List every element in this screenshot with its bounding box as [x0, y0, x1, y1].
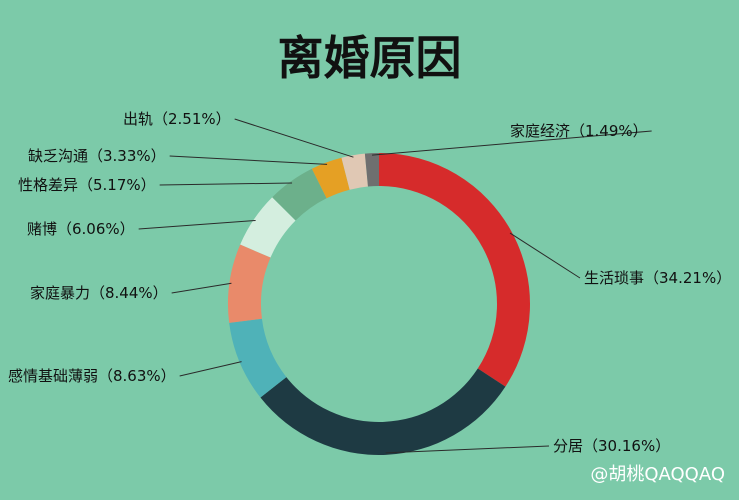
leader-line [371, 130, 652, 156]
slice-label: 缺乏沟通（3.33%） [28, 147, 166, 165]
leader-line [385, 445, 550, 454]
leader-line [509, 232, 581, 279]
slice-出轨 [341, 153, 368, 190]
watermark: @胡桃QAQQAQ [590, 464, 725, 485]
leader-line [138, 219, 256, 230]
leader-line [169, 155, 328, 165]
slice-家庭经济 [364, 153, 379, 187]
leader-line [159, 182, 293, 186]
slice-缺乏沟通 [311, 157, 350, 199]
slice-label: 分居（30.16%） [553, 437, 670, 455]
slice-label: 出轨（2.51%） [123, 110, 231, 128]
leader-line [179, 361, 242, 377]
slice-label: 感情基础薄弱（8.63%） [8, 367, 176, 385]
slice-label: 生活琐事（34.21%） [584, 269, 731, 287]
slice-label: 性格差异（5.17%） [18, 176, 156, 194]
slice-分居 [260, 368, 506, 455]
leader-line [171, 282, 232, 294]
slice-生活琐事 [379, 153, 530, 387]
leader-line [234, 118, 354, 158]
chart-title: 离婚原因 [277, 31, 462, 85]
slice-label: 家庭暴力（8.44%） [30, 284, 168, 302]
slice-label: 赌博（6.06%） [27, 220, 135, 238]
slice-性格差异 [272, 168, 327, 221]
slice-赌博 [240, 197, 296, 258]
slice-家庭暴力 [228, 244, 271, 323]
slice-感情基础薄弱 [229, 318, 287, 398]
slice-label: 家庭经济（1.49%） [510, 122, 648, 140]
